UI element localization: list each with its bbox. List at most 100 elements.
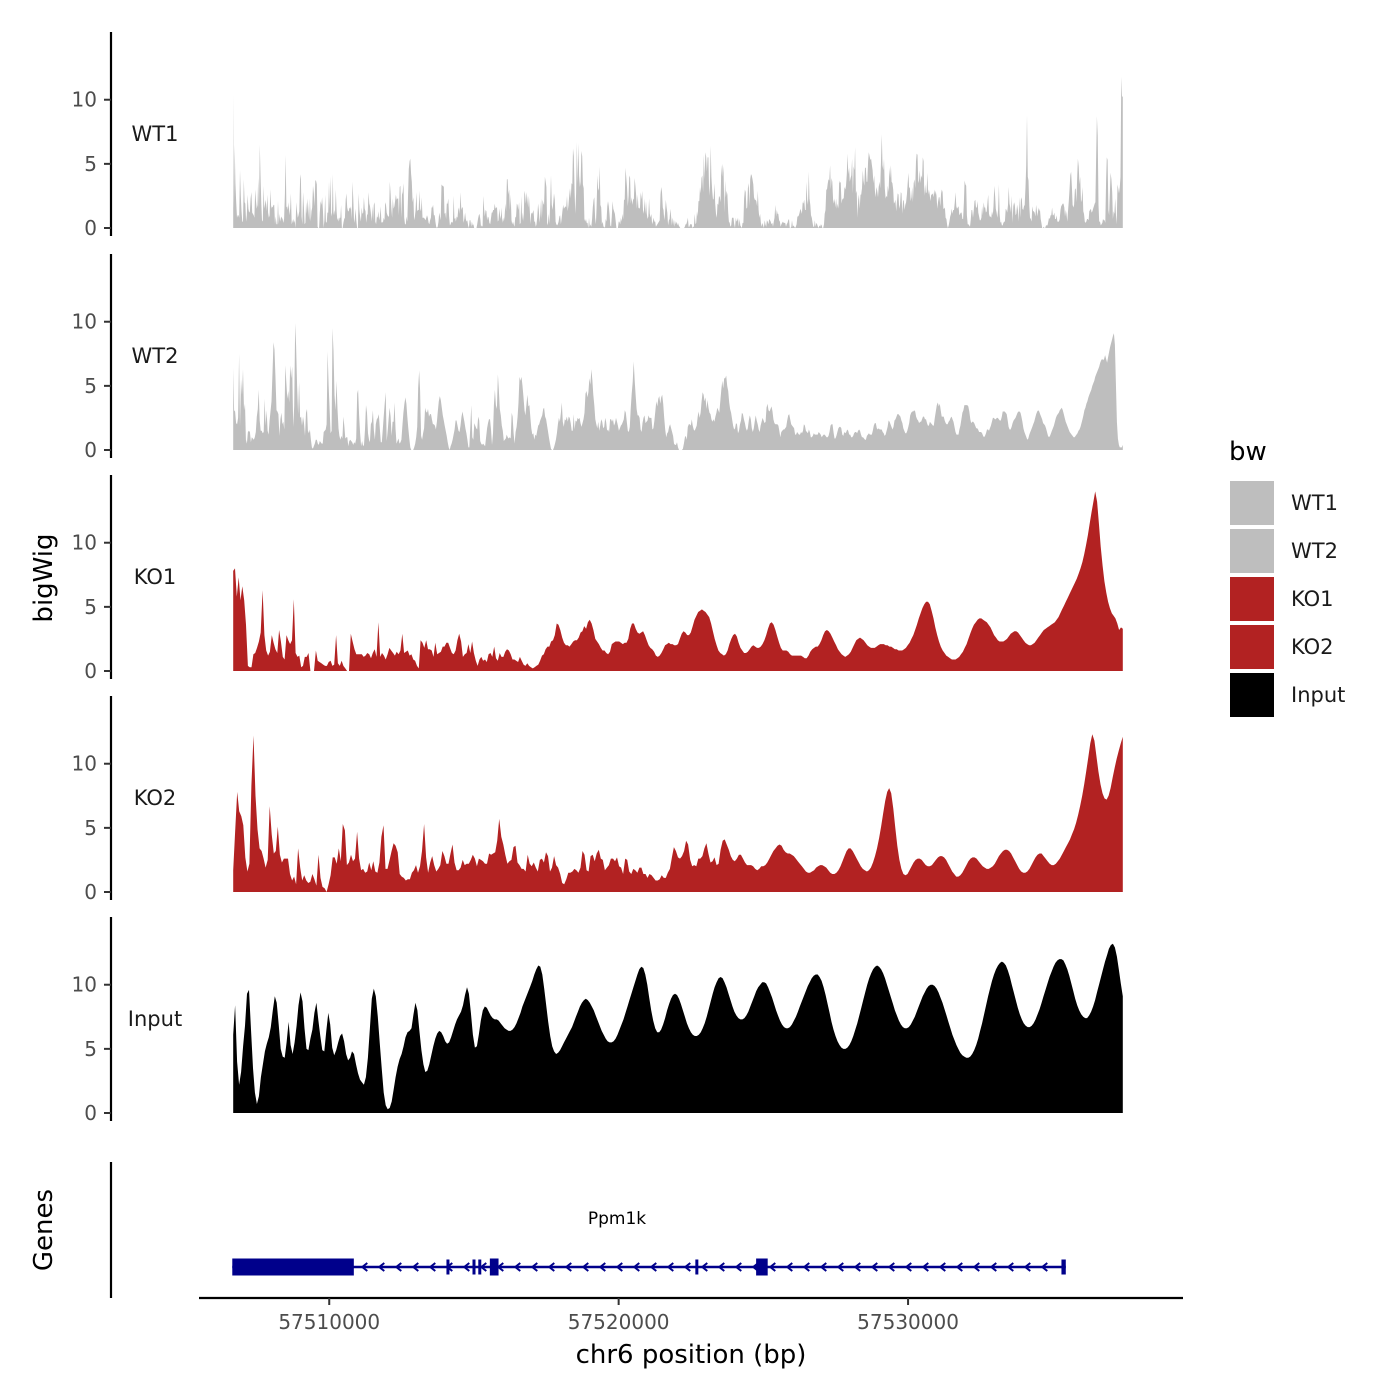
track-ko2: 0 5 10 KO2 bbox=[72, 696, 1123, 904]
strand-arrow bbox=[1006, 1262, 1014, 1272]
gene-models: Ppm1k bbox=[232, 1209, 1066, 1276]
legend-swatch bbox=[1228, 575, 1276, 623]
strand-arrow bbox=[921, 1262, 929, 1272]
y-tick-label: 5 bbox=[84, 1037, 97, 1061]
strand-arrow bbox=[887, 1262, 895, 1272]
strand-arrow bbox=[547, 1262, 555, 1272]
y-tick-label: 0 bbox=[84, 1101, 97, 1125]
gene-exon bbox=[489, 1258, 499, 1276]
strand-arrow bbox=[853, 1262, 861, 1272]
legend-item-ko1: KO1 bbox=[1228, 575, 1334, 623]
strand-arrow bbox=[955, 1262, 963, 1272]
strand-arrow bbox=[394, 1262, 402, 1272]
strand-arrow bbox=[938, 1262, 946, 1272]
y-tick-label: 5 bbox=[84, 374, 97, 398]
gene-name-label: Ppm1k bbox=[588, 1209, 646, 1229]
strand-arrow bbox=[377, 1262, 385, 1272]
coverage-area-ko2 bbox=[233, 734, 1123, 892]
strand-arrow bbox=[513, 1262, 521, 1272]
x-tick-label: 57520000 bbox=[568, 1310, 670, 1334]
legend-label: KO1 bbox=[1291, 587, 1334, 611]
strand-arrow bbox=[360, 1262, 368, 1272]
y-tick-label: 0 bbox=[84, 216, 97, 240]
x-tick-label: 57530000 bbox=[857, 1310, 959, 1334]
coverage-area-wt1 bbox=[233, 76, 1123, 228]
legend-label: WT1 bbox=[1291, 491, 1338, 515]
coverage-area-input bbox=[233, 943, 1123, 1113]
y-tick-label: 5 bbox=[84, 152, 97, 176]
y-tick-label: 0 bbox=[84, 438, 97, 462]
strand-arrow bbox=[1040, 1262, 1048, 1272]
x-axis: 57510000 57520000 57530000 chr6 position (… bbox=[199, 1296, 1183, 1370]
y-tick-label: 0 bbox=[84, 659, 97, 683]
strand-arrow bbox=[819, 1262, 827, 1272]
y-tick-label: 10 bbox=[72, 973, 97, 997]
y-tick-label: 5 bbox=[84, 595, 97, 619]
track-wt1: 0 5 10 WT1 bbox=[72, 32, 1123, 240]
track-label: WT1 bbox=[132, 122, 179, 146]
track-label: Input bbox=[128, 1007, 182, 1031]
strand-arrow bbox=[836, 1262, 844, 1272]
legend-item-input: Input bbox=[1228, 671, 1345, 719]
strand-arrow bbox=[530, 1262, 538, 1272]
strand-arrow bbox=[972, 1262, 980, 1272]
legend: bw WT1 WT2 KO1 KO2 Input bbox=[1228, 437, 1345, 719]
strand-arrow bbox=[666, 1262, 674, 1272]
y-tick-label: 10 bbox=[72, 88, 97, 112]
strand-arrow bbox=[649, 1262, 657, 1272]
legend-label: WT2 bbox=[1291, 539, 1338, 563]
gene-exon bbox=[478, 1259, 482, 1275]
gene-exon bbox=[472, 1259, 476, 1275]
strand-arrow bbox=[564, 1262, 572, 1272]
gene-ppm1k: Ppm1k bbox=[232, 1209, 1066, 1276]
coverage-area-wt2 bbox=[233, 323, 1123, 450]
strand-arrow bbox=[768, 1262, 776, 1272]
strand-arrow bbox=[717, 1262, 725, 1272]
y-tick-label: 10 bbox=[72, 531, 97, 555]
track-input: 0 5 10 Input bbox=[72, 917, 1123, 1125]
legend-label: KO2 bbox=[1291, 635, 1334, 659]
strand-arrow bbox=[904, 1262, 912, 1272]
strand-arrow bbox=[734, 1262, 742, 1272]
track-label: KO2 bbox=[134, 786, 177, 810]
strand-arrow bbox=[411, 1262, 419, 1272]
legend-swatch bbox=[1228, 671, 1276, 719]
strand-arrow bbox=[785, 1262, 793, 1272]
strand-arrow bbox=[462, 1262, 470, 1272]
track-label: WT2 bbox=[132, 344, 179, 368]
strand-arrow bbox=[683, 1262, 691, 1272]
strand-arrow bbox=[428, 1262, 436, 1272]
strand-arrow bbox=[870, 1262, 878, 1272]
track-ko1: 0 5 10 KO1 bbox=[72, 475, 1123, 683]
y-tick-label: 10 bbox=[72, 310, 97, 334]
gene-exon bbox=[1061, 1259, 1066, 1275]
strand-arrow bbox=[632, 1262, 640, 1272]
strand-arrow bbox=[581, 1262, 589, 1272]
gene-exon bbox=[756, 1258, 768, 1276]
strand-arrow bbox=[700, 1262, 708, 1272]
gene-exon bbox=[232, 1258, 354, 1276]
legend-label: Input bbox=[1291, 683, 1345, 707]
legend-swatch bbox=[1228, 479, 1276, 527]
legend-item-ko2: KO2 bbox=[1228, 623, 1334, 671]
y-tick-label: 0 bbox=[84, 880, 97, 904]
y-tick-label: 10 bbox=[72, 752, 97, 776]
strand-arrow bbox=[1023, 1262, 1031, 1272]
y-axis-title: bigWig bbox=[29, 533, 59, 622]
genes-axis-title: Genes bbox=[29, 1189, 59, 1271]
gene-exon bbox=[695, 1259, 699, 1275]
strand-arrow bbox=[615, 1262, 623, 1272]
coverage-area-ko1 bbox=[233, 491, 1123, 671]
legend-item-wt1: WT1 bbox=[1228, 479, 1338, 527]
x-tick-label: 57510000 bbox=[278, 1310, 380, 1334]
x-axis-title: chr6 position (bp) bbox=[576, 1340, 807, 1370]
genes-panel: Genes Ppm1k bbox=[29, 1162, 1066, 1298]
gene-exon bbox=[446, 1259, 450, 1275]
legend-swatch bbox=[1228, 623, 1276, 671]
strand-arrow bbox=[802, 1262, 810, 1272]
y-tick-label: 5 bbox=[84, 816, 97, 840]
track-label: KO1 bbox=[134, 565, 177, 589]
strand-arrow bbox=[989, 1262, 997, 1272]
coverage-tracks: 0 5 10 WT1 0 5 10 WT2 0 5 10 KO1 0 5 10 KO2 0 5 10 Input bbox=[72, 32, 1123, 1125]
